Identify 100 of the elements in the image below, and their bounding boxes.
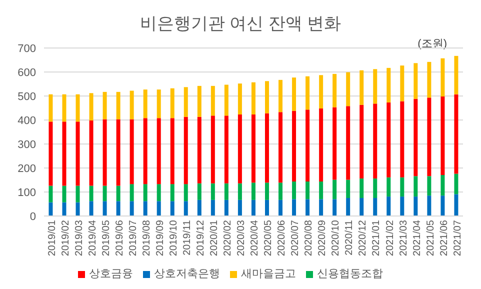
bar xyxy=(319,181,324,200)
bar xyxy=(76,94,80,122)
bar xyxy=(386,102,391,178)
bar xyxy=(89,93,94,120)
bar xyxy=(224,200,228,216)
bar xyxy=(440,174,445,196)
bar xyxy=(400,177,404,197)
bar xyxy=(238,84,242,114)
y-tick-label: 200 xyxy=(18,162,36,175)
bar xyxy=(197,86,202,117)
x-tick-label: 2019/05 xyxy=(100,220,112,256)
bar xyxy=(278,182,283,200)
bar xyxy=(224,116,228,184)
bar xyxy=(48,122,53,186)
y-tick-label: 600 xyxy=(18,66,36,79)
bar xyxy=(346,72,350,106)
x-tick-label: 2020/06 xyxy=(276,220,288,256)
x-tick-label: 2019/01 xyxy=(46,220,58,256)
bar xyxy=(184,87,188,117)
bar xyxy=(76,186,80,202)
bar xyxy=(102,186,107,202)
bar xyxy=(427,98,432,176)
bar xyxy=(210,200,215,216)
x-tick-label: 2021/01 xyxy=(371,220,382,256)
bar xyxy=(332,74,337,108)
bar xyxy=(414,98,418,176)
x-tick-label: 2020/12 xyxy=(358,220,369,256)
bar xyxy=(332,199,337,216)
bar xyxy=(373,198,378,216)
bar xyxy=(251,200,256,216)
x-tick-label: 2019/08 xyxy=(141,220,152,256)
x-tick-label: 2019/11 xyxy=(182,220,194,256)
bar xyxy=(414,176,418,197)
bar xyxy=(292,181,296,200)
bar xyxy=(414,196,418,216)
bar xyxy=(360,178,364,198)
y-tick-label: 0 xyxy=(30,210,36,223)
legend-label: 신용협동조합 xyxy=(317,268,383,280)
x-tick-label: 2019/10 xyxy=(168,220,180,256)
bar xyxy=(143,118,148,184)
bar xyxy=(414,63,418,99)
bar xyxy=(156,90,161,118)
bar xyxy=(116,186,120,202)
bar xyxy=(224,84,228,116)
x-tick-label: 2021/04 xyxy=(412,220,423,256)
bar xyxy=(360,104,364,179)
bar xyxy=(427,196,432,216)
chart-title: 비은행기관 여신 잔액 변화 xyxy=(138,13,342,35)
bar xyxy=(130,184,134,202)
bar xyxy=(76,122,80,186)
bar xyxy=(427,62,432,98)
x-tick-label: 2020/08 xyxy=(304,220,315,256)
bar xyxy=(184,201,188,216)
bar xyxy=(102,92,107,120)
y-tick-label: 500 xyxy=(18,90,36,103)
bar xyxy=(278,200,283,216)
bar xyxy=(440,96,445,175)
bar xyxy=(278,80,283,112)
bar xyxy=(130,201,134,216)
x-tick-label: 2019/12 xyxy=(196,220,207,256)
bar xyxy=(346,106,350,180)
bar xyxy=(319,199,324,216)
bar xyxy=(264,81,269,114)
bar xyxy=(102,201,107,216)
bar xyxy=(454,56,458,94)
bar xyxy=(197,183,202,200)
bar xyxy=(346,180,350,198)
bar xyxy=(184,116,188,184)
bar xyxy=(102,119,107,186)
bar xyxy=(62,186,66,202)
x-tick-label: 2019/07 xyxy=(128,220,139,256)
bar xyxy=(360,70,364,105)
bar xyxy=(264,113,269,183)
x-tick-label: 2019/04 xyxy=(87,220,98,256)
bar xyxy=(170,201,174,216)
bar xyxy=(116,119,120,186)
bar xyxy=(292,110,296,182)
bar xyxy=(251,114,256,183)
bar xyxy=(238,183,242,200)
x-tick-label: 2020/01 xyxy=(209,220,220,256)
bar xyxy=(210,86,215,116)
bar xyxy=(143,184,148,202)
bar xyxy=(400,101,404,178)
bar xyxy=(210,116,215,184)
bar xyxy=(292,199,296,216)
bar xyxy=(143,90,148,118)
x-tick-label: 2020/04 xyxy=(250,220,261,256)
bar xyxy=(130,119,134,184)
y-tick-label: 400 xyxy=(18,114,36,127)
bar xyxy=(319,75,324,108)
legend-label: 상호금융 xyxy=(89,268,133,280)
bar xyxy=(373,178,378,198)
bar xyxy=(292,78,296,111)
x-tick-label: 2021/06 xyxy=(438,220,450,256)
bar xyxy=(62,122,66,186)
bar xyxy=(143,201,148,216)
bar xyxy=(170,118,174,184)
bar xyxy=(454,174,458,194)
bar xyxy=(116,201,120,216)
x-tick-label: 2020/02 xyxy=(222,220,234,256)
